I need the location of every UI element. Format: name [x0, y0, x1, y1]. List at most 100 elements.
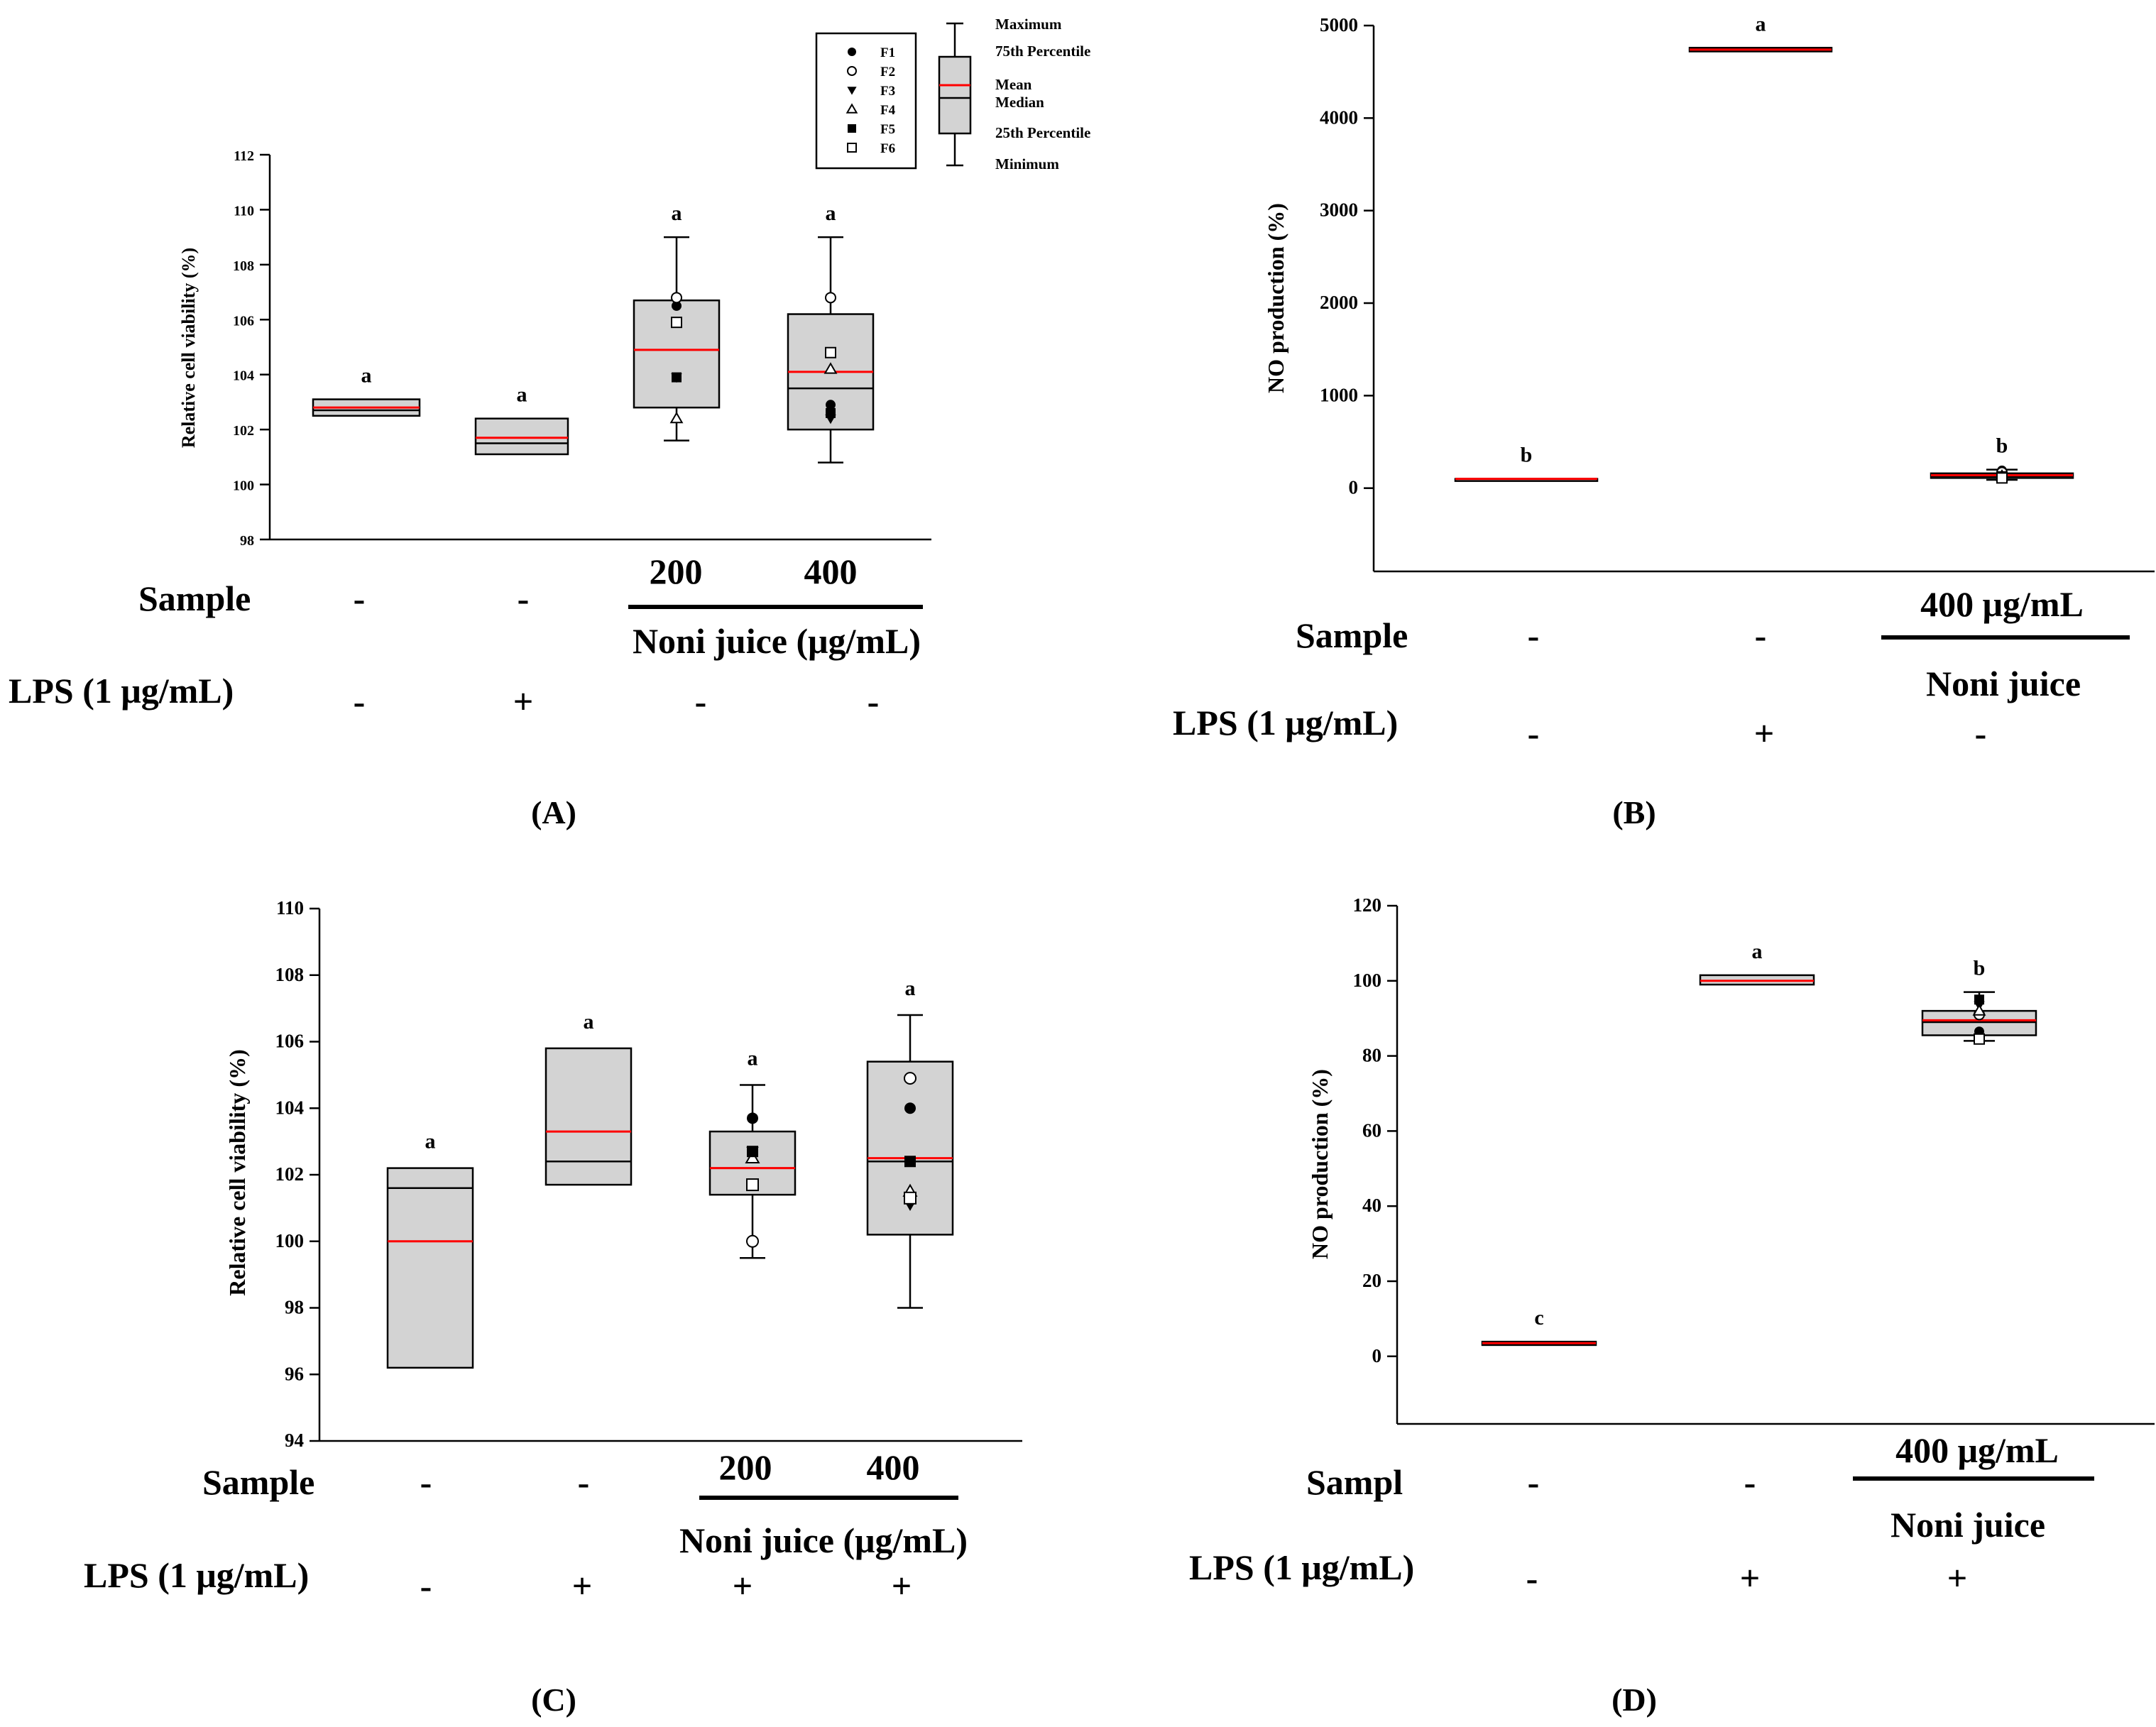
point-f4 [745, 1150, 760, 1163]
panel-a-lps-value: - [868, 681, 880, 721]
panel-b-lps-value: - [1528, 713, 1540, 753]
panel-b: 0 1000 2000 3000 4000 5000 NO production (%) b a… [1173, 12, 2155, 830]
panel-d-box-group [1699, 974, 1815, 986]
legend-maximum: Maximum [995, 16, 1062, 33]
point-f6 [825, 346, 836, 358]
legend-marker-f5 [848, 124, 856, 133]
point-f6 [1996, 472, 2008, 484]
panel-d-sample-label: Sampl [1306, 1462, 1403, 1502]
panel-d-ytick-label: 80 [1362, 1045, 1381, 1066]
panel-d-ylabel: NO production (%) [1307, 1069, 1333, 1259]
panel-a-sample-label: Sample [138, 579, 251, 618]
panel-d: 0 20 40 60 80 100 120 NO production (%) c a b Sampl… [1189, 894, 2155, 1718]
legend-label-f4: F4 [880, 103, 896, 118]
panel-b-sample-value: - [1755, 615, 1767, 655]
point-f5 [747, 1146, 758, 1158]
panel-a-ytick-label: 110 [234, 203, 254, 219]
panel-c-ytick-label: 100 [275, 1230, 305, 1251]
panel-c-group-label: Noni juice (μg/mL) [679, 1520, 968, 1560]
panel-c-box-group [545, 1047, 633, 1186]
panel-c-significance-letter: a [425, 1130, 436, 1153]
point-f5 [1974, 994, 1984, 1005]
point-f6 [671, 317, 682, 329]
point-f1 [826, 400, 836, 410]
panel-b-lps-label: LPS (1 μg/mL) [1173, 703, 1398, 742]
panel-c-caption: (C) [531, 1682, 576, 1718]
panel-b-box-group [1930, 465, 2074, 484]
panel-b-ytick-label: 3000 [1320, 199, 1358, 221]
panel-d-box-group [1921, 991, 2037, 1045]
panel-a-box-group [474, 417, 569, 456]
panel-c-significance-letter: a [584, 1010, 594, 1034]
panel-b-box-group [1454, 478, 1599, 482]
legend: F1 F2 F3 F4 F5 F6 Maximum 75th Percentile Mea… [815, 16, 1090, 172]
panel-d-ytick-label: 120 [1353, 894, 1382, 916]
panel-a-sample-value: - [354, 579, 366, 618]
point-f2 [671, 292, 682, 304]
panel-c-ytick-label: 106 [275, 1031, 305, 1052]
panel-c-ytick-label: 104 [275, 1097, 305, 1118]
panel-c-lps-value: - [420, 1566, 432, 1606]
panel-b-group-label: Noni juice [1926, 664, 2081, 703]
panel-b-ytick-label: 5000 [1320, 14, 1358, 35]
panel-b-sample-label: Sample [1296, 615, 1408, 655]
point-f2 [825, 292, 836, 304]
panel-c-significance-letter: a [748, 1046, 758, 1070]
point-f4 [669, 411, 684, 424]
panel-d-box-group [1481, 1340, 1597, 1347]
legend-label-f6: F6 [880, 141, 895, 156]
panel-a-box-group [312, 398, 421, 417]
panel-d-sample-value: - [1744, 1462, 1756, 1502]
panel-d-caption: (D) [1611, 1682, 1657, 1718]
legend-marker-f4 [846, 103, 858, 114]
panel-a-lps-value: + [513, 681, 534, 721]
point-f4 [823, 362, 838, 374]
panel-b-ytick-label: 4000 [1320, 106, 1358, 128]
panel-a-ytick-label: 104 [233, 368, 254, 384]
panel-d-ytick-label: 40 [1362, 1195, 1381, 1216]
panel-d-lps-label: LPS (1 μg/mL) [1189, 1547, 1414, 1587]
panel-d-lps-value: + [1947, 1558, 1968, 1598]
point-f1 [747, 1112, 758, 1124]
point-f5 [904, 1156, 916, 1168]
panel-c-lps-value: + [892, 1566, 912, 1606]
legend-p25: 25th Percentile [995, 124, 1090, 141]
panel-a-ytick-label: 106 [233, 313, 254, 329]
panel-a-box-group [787, 236, 875, 464]
panel-b-significance-letter: b [1996, 434, 2008, 458]
panel-a-ytick-label: 98 [240, 533, 254, 549]
panel-c-sample-value: - [578, 1462, 590, 1502]
panel-a-significance-letter: a [517, 383, 527, 407]
panel-a-ytick-label: 108 [233, 258, 254, 274]
point-f1 [672, 300, 682, 311]
point-f2 [904, 1072, 916, 1085]
panel-a-significance-letter: a [826, 202, 836, 225]
panel-c-sample-value: 400 [867, 1447, 920, 1487]
panel-a-ylabel: Relative cell viability (%) [178, 248, 199, 448]
panel-d-ytick-label: 0 [1372, 1345, 1382, 1366]
panel-b-sample-value: - [1528, 615, 1540, 655]
panel-c-box-group [708, 1084, 797, 1259]
panel-b-box-group [1688, 47, 1833, 53]
legend-marker-f2 [847, 66, 857, 76]
panel-a-significance-letter: a [672, 202, 682, 225]
panel-d-significance-letter: c [1534, 1306, 1543, 1329]
point-f1 [904, 1102, 916, 1114]
legend-label-f5: F5 [880, 122, 895, 137]
panel-a: 98 100 102 104 106 108 110 112 Relative cell via… [9, 148, 931, 830]
panel-c-ytick-label: 94 [285, 1430, 304, 1451]
panel-c-lps-value: + [733, 1566, 753, 1606]
panel-c-ytick-label: 102 [275, 1163, 305, 1185]
panel-c-box-group [866, 1014, 954, 1309]
panel-d-significance-letter: b [1974, 957, 1986, 980]
panel-a-significance-letter: a [361, 364, 372, 388]
panel-a-caption: (A) [531, 794, 576, 830]
panel-d-ytick-label: 60 [1362, 1119, 1381, 1141]
panel-c-ytick-label: 96 [285, 1363, 304, 1384]
panel-a-lps-label: LPS (1 μg/mL) [9, 671, 234, 711]
legend-minimum: Minimum [995, 155, 1059, 172]
legend-median: Median [995, 94, 1044, 111]
panel-b-significance-letter: b [1521, 444, 1533, 467]
panel-a-sample-value: 400 [804, 552, 858, 591]
